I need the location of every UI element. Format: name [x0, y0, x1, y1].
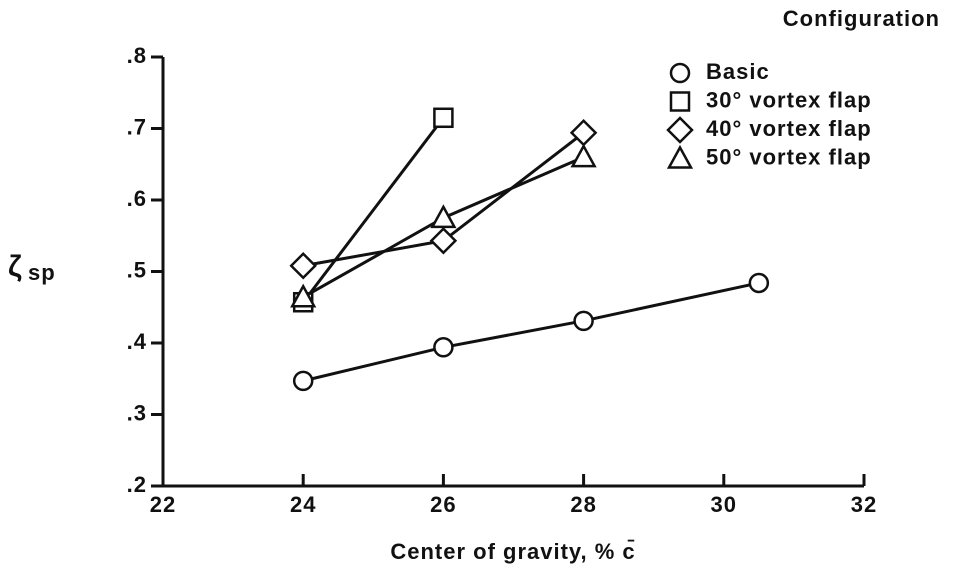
- legend-label: 40° vortex flap: [706, 116, 872, 141]
- y-tick-label: .6: [127, 186, 147, 211]
- marker: [430, 204, 457, 229]
- legend-title: Configuration: [783, 6, 940, 31]
- y-axis-subscript: sp: [28, 260, 56, 285]
- x-tick-label: 28: [570, 492, 596, 517]
- series-line: [302, 116, 445, 304]
- marker: [292, 370, 314, 392]
- y-axis-symbol: ζ: [8, 250, 23, 283]
- y-tick-label: .3: [127, 400, 147, 425]
- legend-label: Basic: [706, 59, 770, 84]
- marker: [570, 143, 597, 168]
- marker: [433, 337, 454, 358]
- series-line: [302, 281, 760, 383]
- y-tick-label: .5: [127, 257, 147, 282]
- marker: [573, 310, 594, 332]
- x-tick-label: 30: [711, 492, 737, 517]
- x-tick-label: 24: [290, 492, 316, 517]
- legend-marker: [669, 62, 691, 84]
- marker: [433, 107, 454, 129]
- marker: [289, 252, 317, 280]
- y-tick-label: .8: [127, 43, 147, 68]
- marker: [429, 226, 458, 255]
- legend-marker: [669, 91, 691, 112]
- marker: [748, 272, 770, 294]
- legend-label: 30° vortex flap: [706, 87, 872, 112]
- x-tick-label: 26: [430, 492, 456, 517]
- y-tick-label: .7: [127, 114, 147, 139]
- marker: [290, 283, 317, 308]
- x-axis-label: Center of gravity, % c̄: [390, 539, 635, 564]
- x-tick-label: 32: [851, 492, 877, 517]
- legend-marker: [666, 116, 694, 144]
- marker: [569, 119, 598, 147]
- y-tick-label: .4: [127, 329, 147, 354]
- legend-label: 50° vortex flap: [706, 144, 872, 169]
- y-tick-label: .2: [127, 472, 147, 497]
- legend-marker: [666, 144, 694, 169]
- x-tick-label: 22: [150, 492, 176, 517]
